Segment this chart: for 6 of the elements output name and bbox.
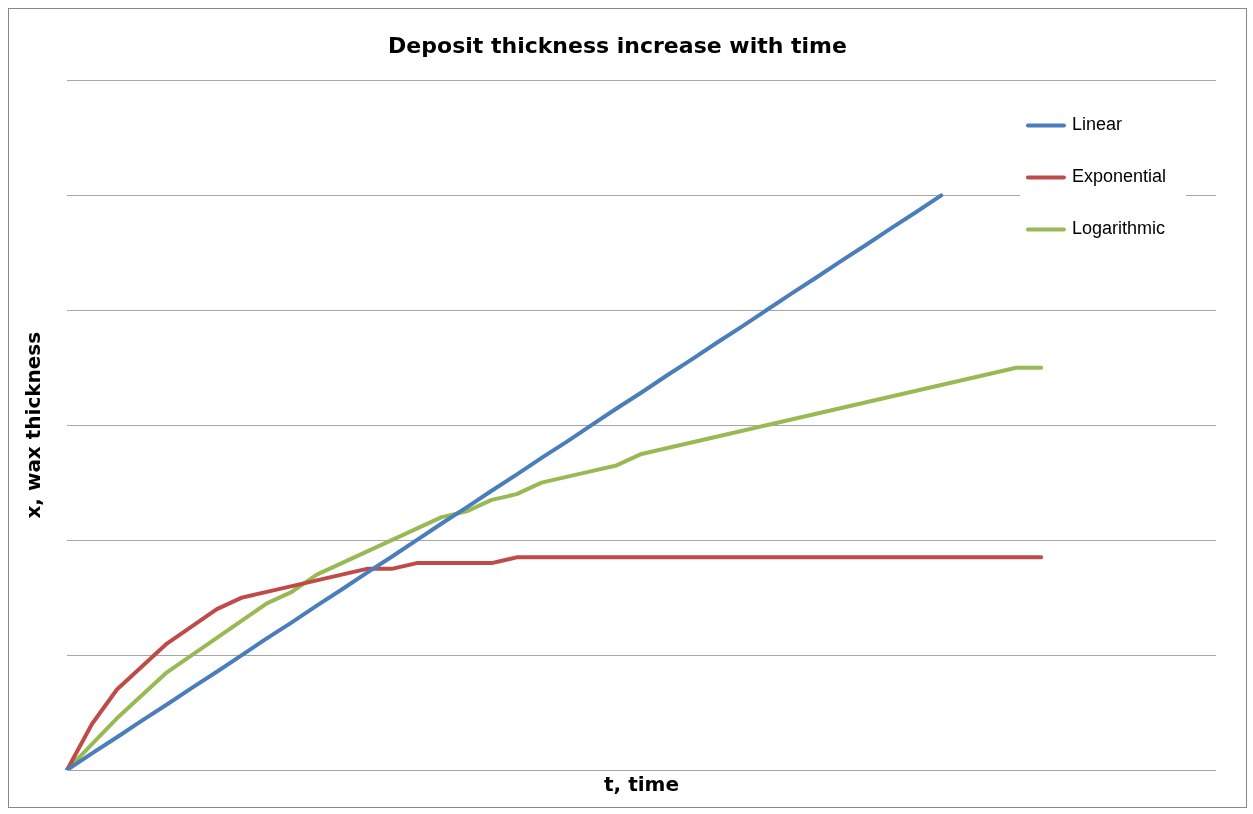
x-axis-title: t, time bbox=[604, 772, 679, 797]
legend-label: Exponential bbox=[1071, 166, 1167, 187]
y-axis-title: x, wax thickness bbox=[21, 331, 46, 519]
legend-label: Linear bbox=[1071, 114, 1122, 135]
chart-title: Deposit thickness increase with time bbox=[388, 32, 847, 58]
legend-label: Logarithmic bbox=[1071, 218, 1165, 239]
